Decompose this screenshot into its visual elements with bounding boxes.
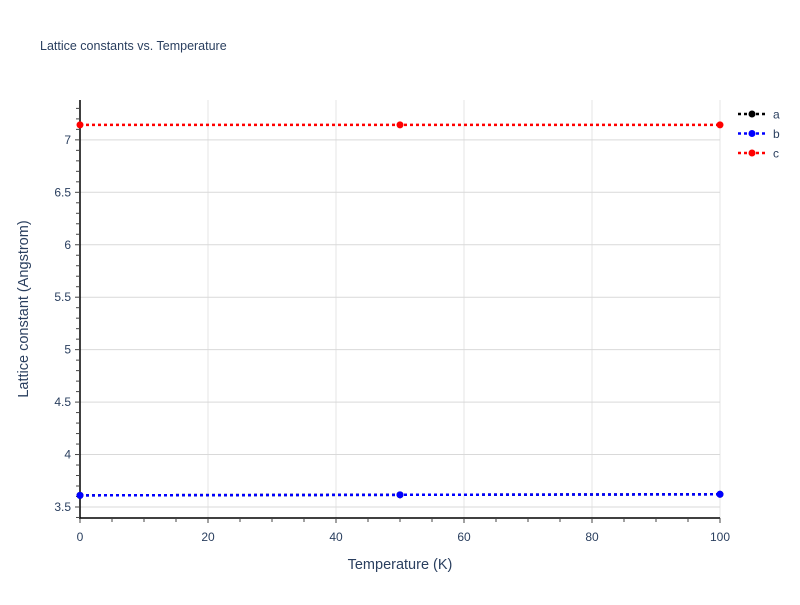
y-tick-label: 5 <box>64 343 71 357</box>
y-tick-label: 5.5 <box>54 290 71 304</box>
series-group <box>76 121 724 499</box>
legend-label-c: c <box>773 147 779 161</box>
data-point-c <box>716 121 724 129</box>
chart-title: Lattice constants vs. Temperature <box>40 39 227 53</box>
y-tick-label: 6.5 <box>54 185 71 199</box>
data-point-b <box>76 491 84 499</box>
y-tick-label: 4 <box>64 448 71 462</box>
x-axis-label: Temperature (K) <box>348 557 453 573</box>
x-tick-label: 60 <box>457 530 471 544</box>
legend-marker-c <box>748 149 756 157</box>
data-point-b <box>396 491 404 499</box>
x-tick-label: 0 <box>77 530 84 544</box>
y-tick-label: 7 <box>64 133 71 147</box>
data-point-b <box>716 490 724 498</box>
legend-label-b: b <box>773 127 780 141</box>
data-point-c <box>396 121 404 129</box>
x-tick-label: 20 <box>201 530 215 544</box>
data-point-c <box>76 121 84 129</box>
x-tick-label: 80 <box>585 530 599 544</box>
y-axis-label: Lattice constant (Angstrom) <box>16 220 32 397</box>
legend-marker-a <box>748 110 756 118</box>
y-tick-label: 3.5 <box>54 500 71 514</box>
gridlines <box>80 100 721 518</box>
legend[interactable]: abc <box>738 108 780 161</box>
x-tick-label: 100 <box>710 530 730 544</box>
axes: 0 20 40 60 80 100 3.5 4 4.5 5 5.5 6 6.5 7 <box>54 100 730 544</box>
x-tick-label: 40 <box>329 530 343 544</box>
y-tick-label: 4.5 <box>54 395 71 409</box>
legend-marker-b <box>748 130 756 137</box>
legend-label-a: a <box>773 108 780 122</box>
y-tick-label: 6 <box>64 238 71 252</box>
